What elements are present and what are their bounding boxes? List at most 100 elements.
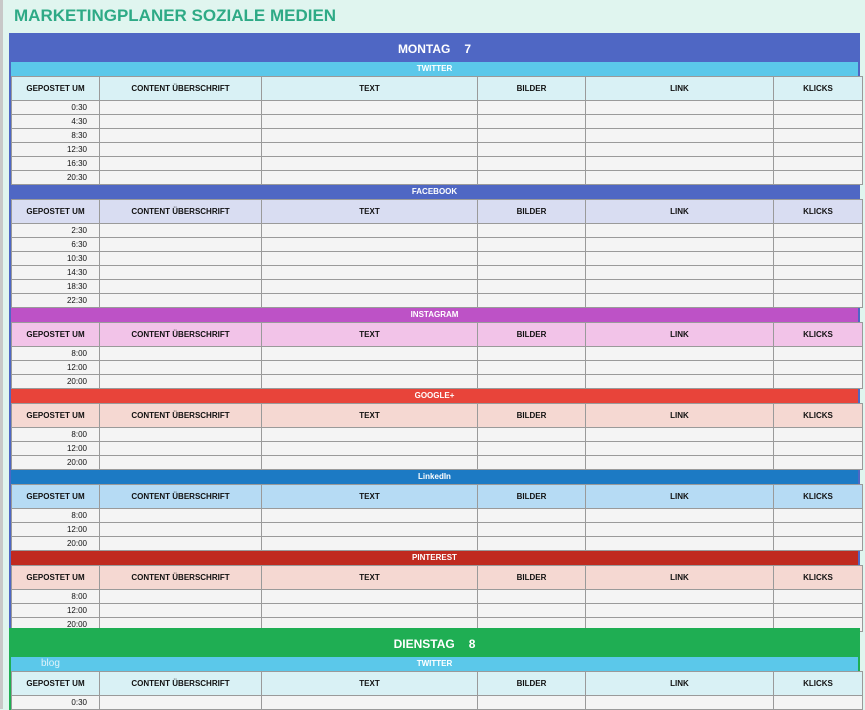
empty-cell[interactable] [477,265,586,280]
empty-cell[interactable] [477,427,586,442]
empty-cell[interactable] [585,695,774,710]
empty-cell[interactable] [585,346,774,361]
empty-cell[interactable] [261,128,478,143]
empty-cell[interactable] [99,360,262,375]
empty-cell[interactable] [261,346,478,361]
empty-cell[interactable] [99,114,262,129]
posted-time-cell[interactable]: 22:30 [11,293,100,308]
empty-cell[interactable] [261,441,478,456]
posted-time-cell[interactable]: 12:00 [11,522,100,537]
empty-cell[interactable] [477,441,586,456]
empty-cell[interactable] [261,251,478,266]
posted-time-cell[interactable]: 8:30 [11,128,100,143]
empty-cell[interactable] [477,293,586,308]
empty-cell[interactable] [477,128,586,143]
empty-cell[interactable] [585,374,774,389]
empty-cell[interactable] [773,128,863,143]
empty-cell[interactable] [261,142,478,157]
empty-cell[interactable] [261,374,478,389]
empty-cell[interactable] [99,223,262,238]
empty-cell[interactable] [773,237,863,252]
empty-cell[interactable] [99,279,262,294]
empty-cell[interactable] [261,237,478,252]
empty-cell[interactable] [773,427,863,442]
empty-cell[interactable] [261,455,478,470]
posted-time-cell[interactable]: 12:00 [11,603,100,618]
empty-cell[interactable] [99,251,262,266]
empty-cell[interactable] [99,536,262,551]
empty-cell[interactable] [585,536,774,551]
empty-cell[interactable] [585,360,774,375]
empty-cell[interactable] [477,100,586,115]
empty-cell[interactable] [773,223,863,238]
empty-cell[interactable] [773,536,863,551]
empty-cell[interactable] [585,170,774,185]
posted-time-cell[interactable]: 4:30 [11,114,100,129]
empty-cell[interactable] [99,265,262,280]
empty-cell[interactable] [261,536,478,551]
posted-time-cell[interactable]: 20:00 [11,455,100,470]
empty-cell[interactable] [773,346,863,361]
posted-time-cell[interactable]: 18:30 [11,279,100,294]
empty-cell[interactable] [477,522,586,537]
empty-cell[interactable] [773,100,863,115]
empty-cell[interactable] [99,589,262,604]
empty-cell[interactable] [585,589,774,604]
posted-time-cell[interactable]: 12:30 [11,142,100,157]
empty-cell[interactable] [773,142,863,157]
empty-cell[interactable] [773,695,863,710]
empty-cell[interactable] [773,293,863,308]
empty-cell[interactable] [261,114,478,129]
empty-cell[interactable] [773,455,863,470]
empty-cell[interactable] [99,374,262,389]
empty-cell[interactable] [261,360,478,375]
empty-cell[interactable] [477,114,586,129]
empty-cell[interactable] [261,508,478,523]
empty-cell[interactable] [261,589,478,604]
empty-cell[interactable] [477,589,586,604]
empty-cell[interactable] [773,603,863,618]
empty-cell[interactable] [773,360,863,375]
posted-time-cell[interactable]: 20:00 [11,374,100,389]
empty-cell[interactable] [99,346,262,361]
empty-cell[interactable] [773,441,863,456]
empty-cell[interactable] [99,156,262,171]
empty-cell[interactable] [99,508,262,523]
empty-cell[interactable] [773,265,863,280]
empty-cell[interactable] [261,265,478,280]
empty-cell[interactable] [585,128,774,143]
posted-time-cell[interactable]: 8:00 [11,346,100,361]
empty-cell[interactable] [773,522,863,537]
empty-cell[interactable] [261,156,478,171]
empty-cell[interactable] [477,156,586,171]
empty-cell[interactable] [99,427,262,442]
empty-cell[interactable] [99,603,262,618]
empty-cell[interactable] [261,279,478,294]
empty-cell[interactable] [477,237,586,252]
empty-cell[interactable] [477,170,586,185]
empty-cell[interactable] [477,455,586,470]
empty-cell[interactable] [585,508,774,523]
empty-cell[interactable] [773,114,863,129]
empty-cell[interactable] [773,170,863,185]
empty-cell[interactable] [477,603,586,618]
empty-cell[interactable] [773,374,863,389]
empty-cell[interactable] [773,279,863,294]
posted-time-cell[interactable]: 14:30 [11,265,100,280]
empty-cell[interactable] [585,114,774,129]
posted-time-cell[interactable]: 0:30 [11,100,100,115]
posted-time-cell[interactable]: 8:00 [11,427,100,442]
posted-time-cell[interactable]: 10:30 [11,251,100,266]
empty-cell[interactable] [585,603,774,618]
posted-time-cell[interactable]: 12:00 [11,441,100,456]
empty-cell[interactable] [585,251,774,266]
empty-cell[interactable] [773,589,863,604]
empty-cell[interactable] [477,223,586,238]
empty-cell[interactable] [261,522,478,537]
empty-cell[interactable] [585,156,774,171]
empty-cell[interactable] [99,441,262,456]
empty-cell[interactable] [261,695,478,710]
empty-cell[interactable] [585,223,774,238]
empty-cell[interactable] [477,508,586,523]
empty-cell[interactable] [585,455,774,470]
